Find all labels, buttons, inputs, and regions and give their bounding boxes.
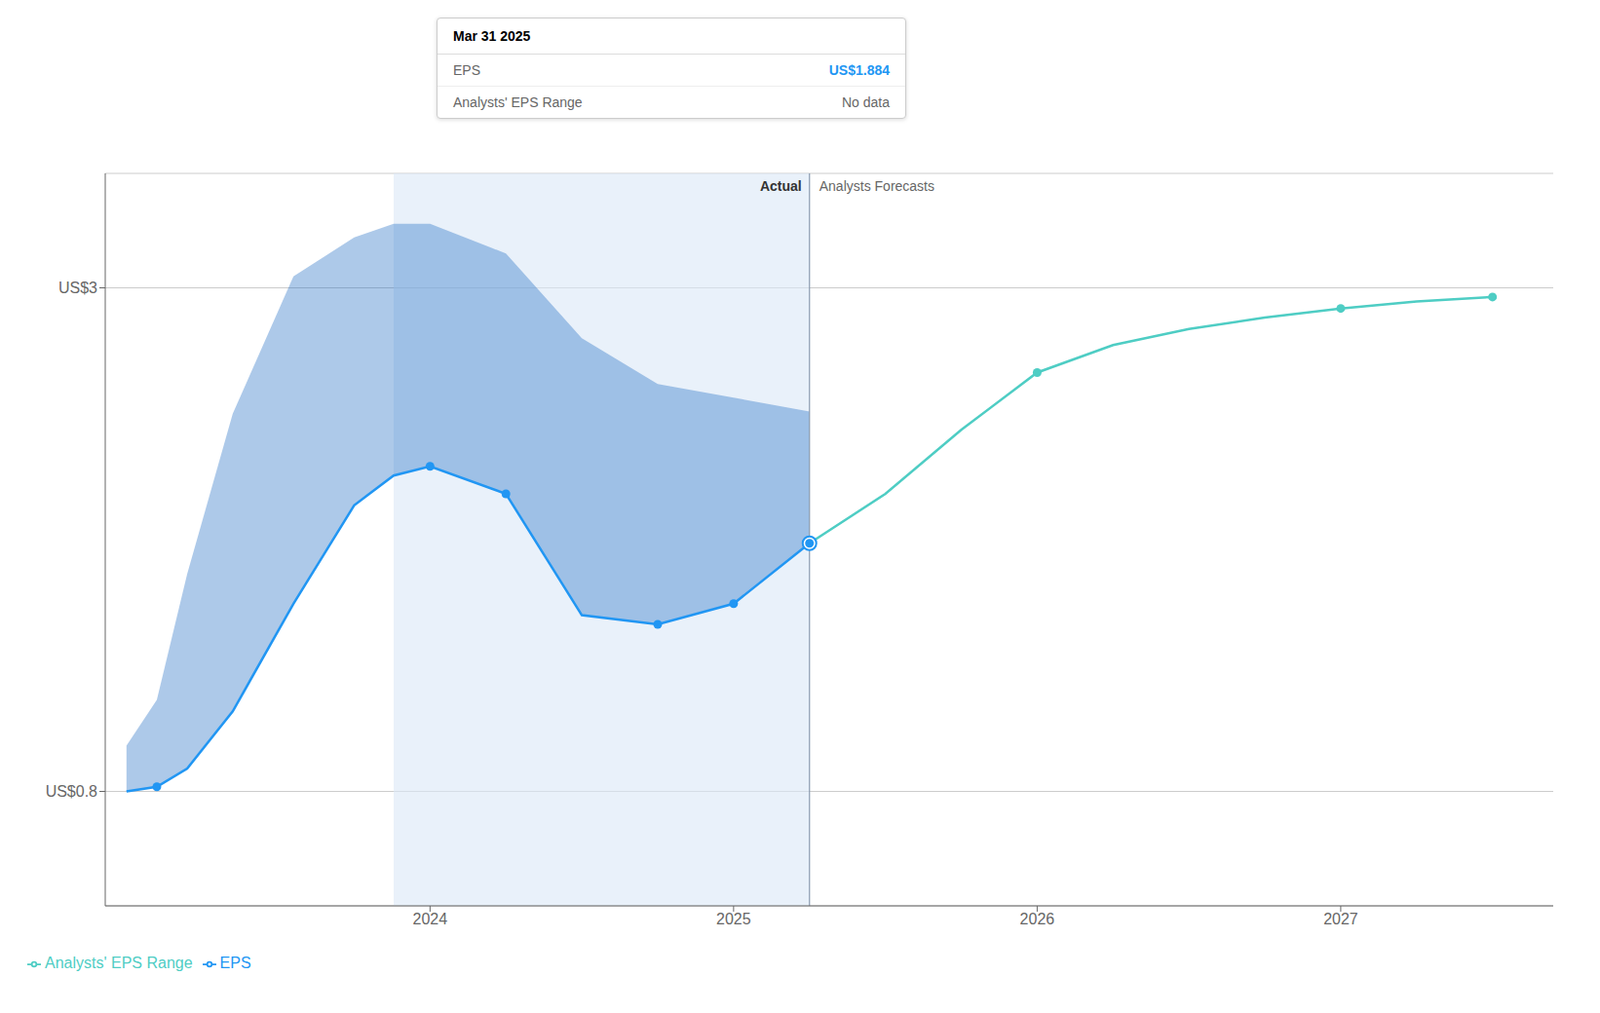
svg-text:US$0.8: US$0.8 bbox=[45, 783, 98, 800]
svg-text:2025: 2025 bbox=[716, 911, 752, 928]
svg-text:Actual: Actual bbox=[760, 178, 802, 194]
svg-text:2027: 2027 bbox=[1323, 911, 1359, 928]
svg-text:US$3: US$3 bbox=[58, 279, 98, 297]
svg-text:2024: 2024 bbox=[413, 911, 449, 928]
html-text:Analysts' EPS Range: Analysts' EPS Range bbox=[453, 94, 583, 111]
html-text:No data: No data bbox=[841, 94, 890, 111]
html-text:EPS: EPS bbox=[219, 954, 252, 972]
svg-text:Analysts Forecasts: Analysts Forecasts bbox=[819, 178, 935, 194]
html-text:EPS: EPS bbox=[453, 62, 481, 78]
html-text:US$1.884: US$1.884 bbox=[828, 62, 890, 78]
svg-text:2026: 2026 bbox=[1020, 911, 1056, 928]
html-text:Mar 31 2025: Mar 31 2025 bbox=[453, 28, 531, 44]
html-text:Analysts' EPS Range: Analysts' EPS Range bbox=[44, 954, 193, 972]
